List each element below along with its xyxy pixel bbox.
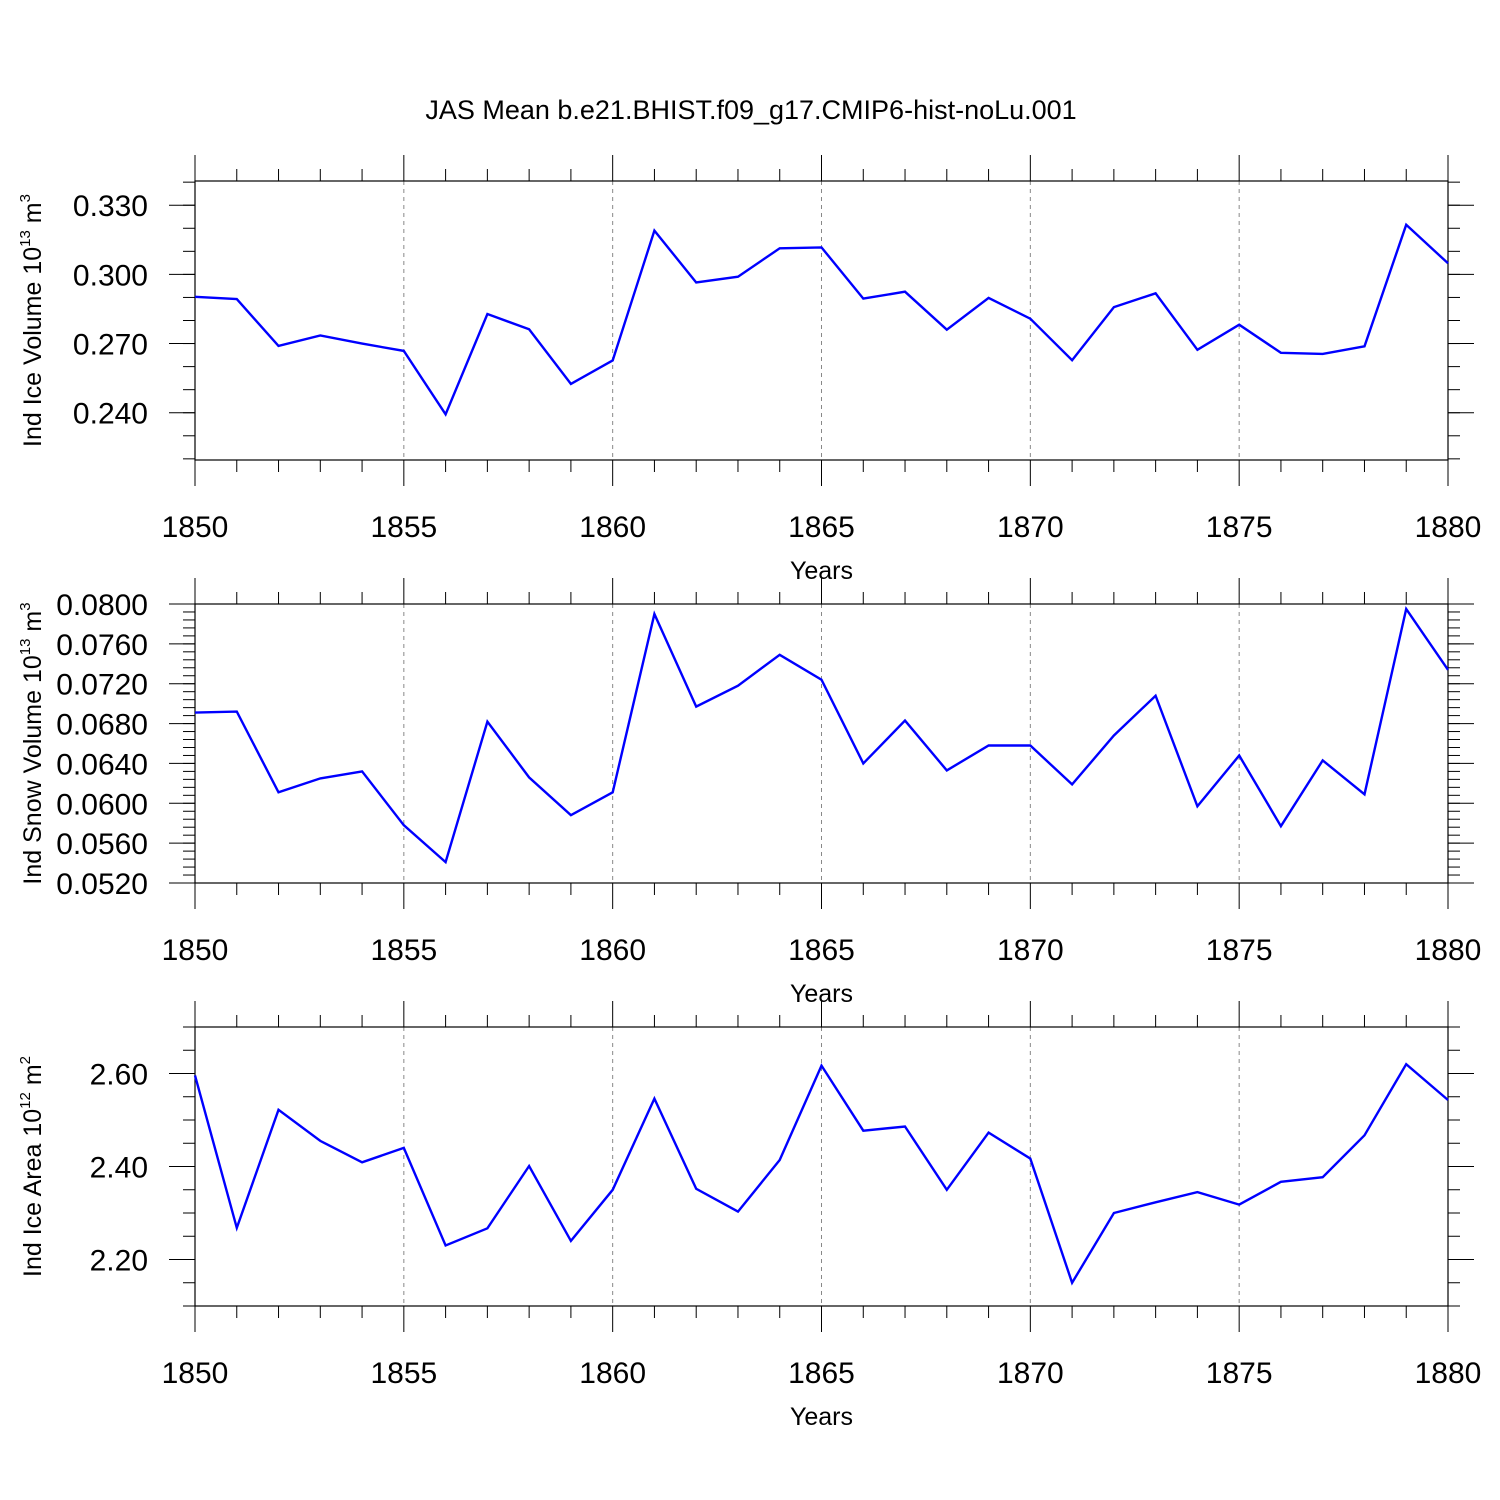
x-tick-label: 1850 <box>162 934 229 967</box>
series-line <box>194 222 1449 417</box>
y-tick-label: 0.0560 <box>56 828 148 861</box>
y-tick-label: 0.0600 <box>56 788 148 821</box>
x-tick-label: 1880 <box>1415 511 1482 544</box>
x-tick-label: 1870 <box>997 934 1064 967</box>
series-line <box>193 1062 1449 1286</box>
x-tick-label: 1870 <box>997 511 1064 544</box>
y-tick-label: 0.330 <box>73 190 148 223</box>
x-tick-label: 1880 <box>1415 934 1482 967</box>
x-tick-label: 1875 <box>1206 934 1273 967</box>
x-tick-label: 1860 <box>579 1357 646 1390</box>
y-tick-label: 0.0720 <box>56 669 148 702</box>
y-axis-label: Ind Snow Volume 1013 m3 <box>17 602 47 884</box>
y-tick-label: 0.300 <box>73 259 148 292</box>
y-tick-label: 2.60 <box>90 1059 148 1092</box>
x-tick-label: 1860 <box>579 511 646 544</box>
figure-title: JAS Mean b.e21.BHIST.f09_g17.CMIP6-hist-… <box>425 95 1076 125</box>
x-axis-label: Years <box>790 1403 853 1431</box>
panel-snow-volume: 0.0520 0.0560 0.0600 0.0640 0.0680 0.0720 0.07… <box>17 578 1481 1008</box>
x-tick-label: 1865 <box>788 1357 855 1390</box>
x-tick-label: 1855 <box>370 1357 437 1390</box>
y-tick-label: 2.40 <box>90 1152 148 1185</box>
y-axis-label: Ind Ice Area 1012 m2 <box>17 1056 47 1277</box>
x-tick-label: 1855 <box>370 934 437 967</box>
x-tick-label: 1855 <box>370 511 437 544</box>
x-tick-label: 1875 <box>1206 1357 1273 1390</box>
y-tick-label: 0.240 <box>73 398 148 431</box>
x-tick-label: 1850 <box>162 1357 229 1390</box>
y-tick-label: 0.0680 <box>56 709 148 742</box>
y-tick-label: 0.0640 <box>56 748 148 781</box>
x-tick-label: 1860 <box>579 934 646 967</box>
y-tick-label: 0.0760 <box>56 629 148 662</box>
y-axis-label: Ind Ice Volume 1013 m3 <box>17 194 47 447</box>
series-line <box>194 606 1449 865</box>
y-tick-label: 0.0800 <box>56 589 148 622</box>
x-tick-label: 1865 <box>788 511 855 544</box>
y-tick-label: 0.0520 <box>56 868 148 901</box>
panel-ice-area: 2.20 2.40 2.60 1850 1855 1860 1865 1870 1875 1880… <box>17 1001 1481 1431</box>
y-tick-label: 2.20 <box>90 1245 148 1278</box>
x-tick-label: 1880 <box>1415 1357 1482 1390</box>
x-tick-label: 1870 <box>997 1357 1064 1390</box>
x-tick-label: 1875 <box>1206 511 1273 544</box>
x-tick-label: 1865 <box>788 934 855 967</box>
y-tick-label: 0.270 <box>73 329 148 362</box>
x-tick-label: 1850 <box>162 511 229 544</box>
panel-ice-volume: 0.240 0.270 0.300 0.330 1850 1855 1860 1865 1870… <box>17 155 1481 585</box>
